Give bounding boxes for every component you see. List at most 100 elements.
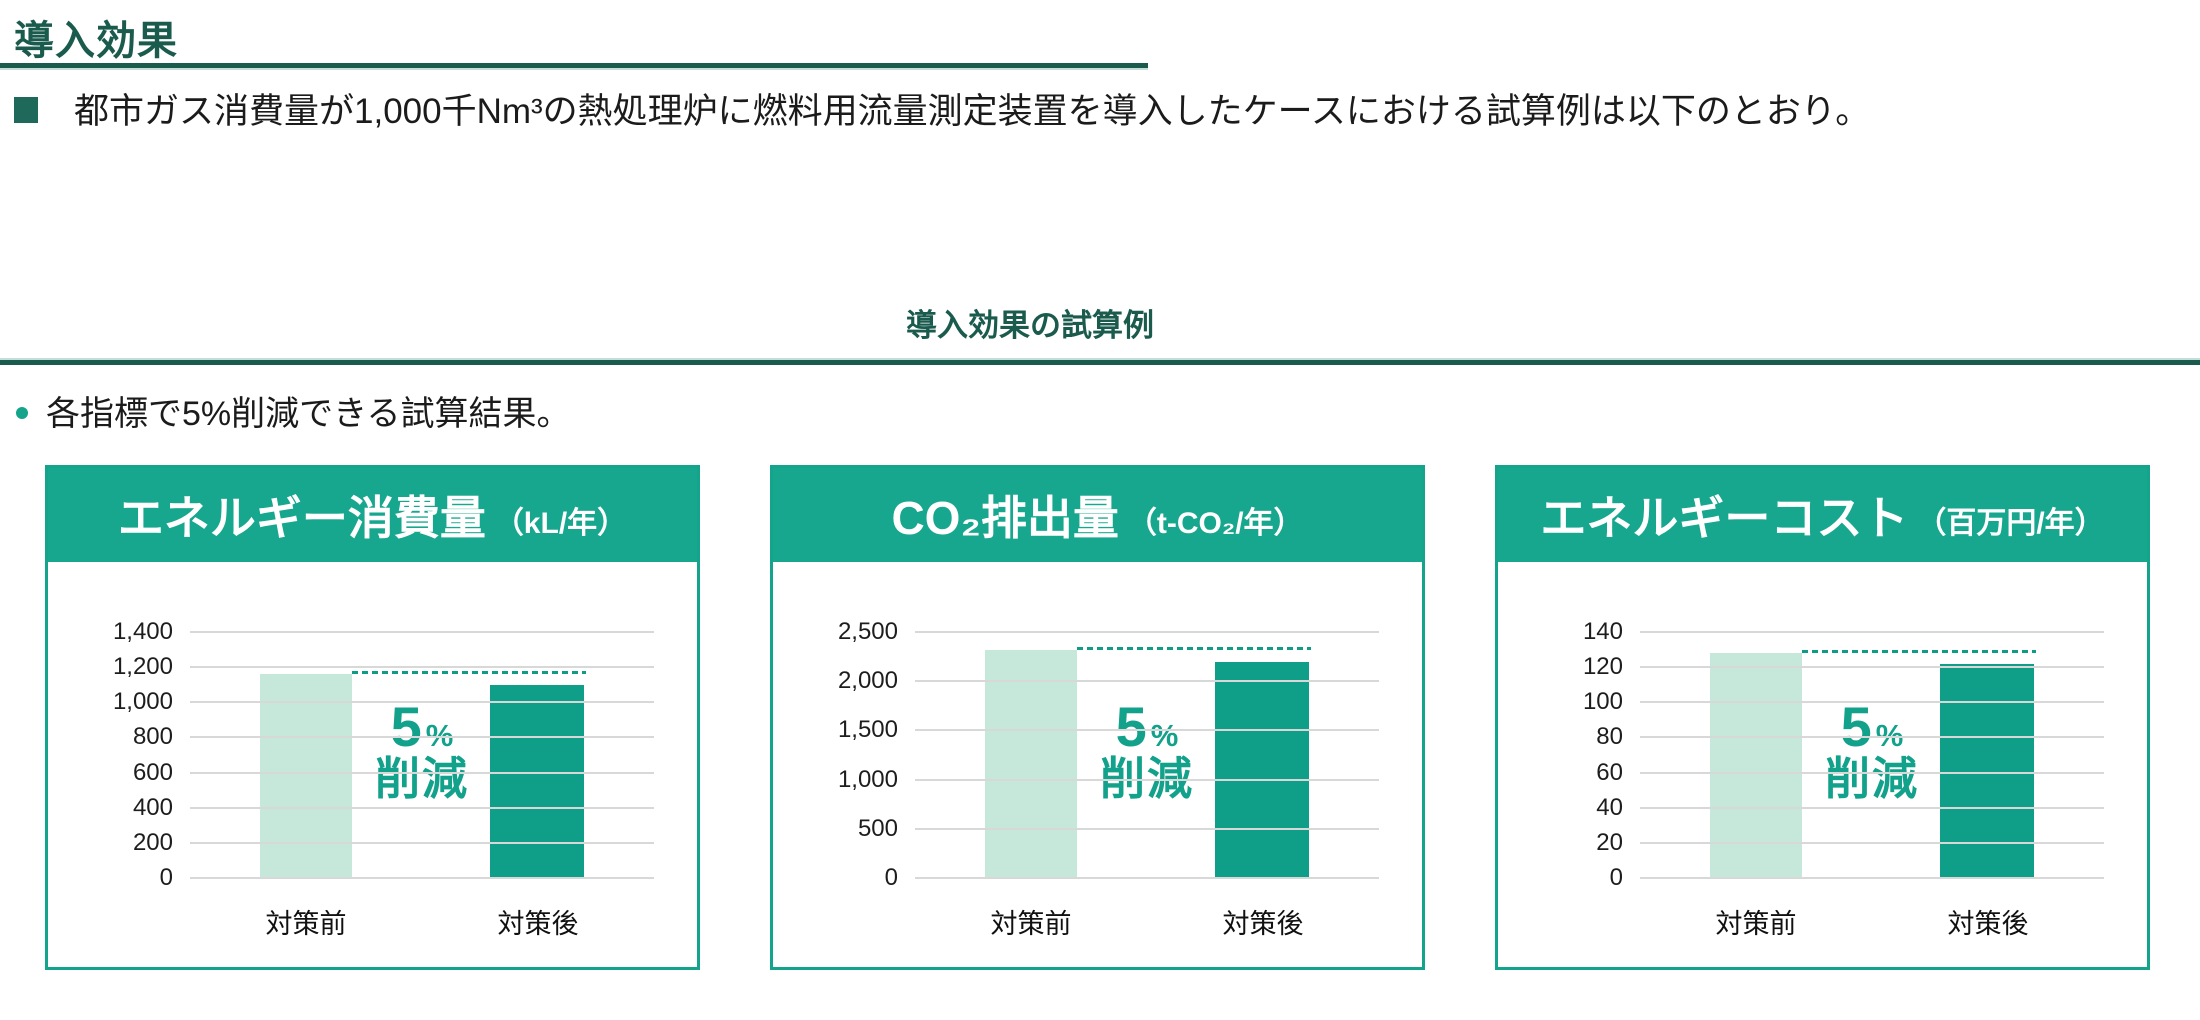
plot-area: 5% 削減 — [190, 631, 654, 879]
section-title: 導入効果の試算例 — [906, 308, 1154, 343]
bar-before — [1709, 653, 1803, 878]
reduction-percent-value: 5 — [390, 695, 422, 759]
gridline — [1640, 841, 2104, 844]
plot-area: 5% 削減 — [1640, 631, 2104, 879]
bar-before — [259, 674, 353, 878]
x-axis-labels: 対策前 対策後 — [915, 902, 1379, 939]
gridline — [915, 680, 1379, 683]
title-underline — [0, 63, 1148, 70]
gridline — [915, 827, 1379, 830]
gridline — [1640, 666, 2104, 669]
baseline-dashed-line — [1077, 646, 1311, 650]
x-label-after: 対策後 — [1222, 909, 1304, 939]
y-tick-label: 500 — [857, 814, 898, 842]
chart-card-header: エネルギー消費量 （kL/年） — [48, 468, 697, 562]
reduction-label: 削減 — [1099, 752, 1195, 804]
section-rule — [0, 358, 2200, 365]
gridline — [915, 778, 1379, 781]
y-axis: 0 200 400 600 800 1,000 1,200 1,400 — [48, 618, 173, 891]
chart-card-co2: CO₂排出量 （t-CO₂/年） 0 500 1,000 1,500 2,000 2,50… — [770, 465, 1425, 970]
gridline — [1640, 771, 2104, 774]
chart-unit: （t-CO₂/年） — [1126, 507, 1304, 540]
percent-sign: % — [425, 718, 454, 754]
y-axis: 0 500 1,000 1,500 2,000 2,500 — [773, 618, 898, 891]
reduction-annotation: 5% 削減 — [1825, 698, 1919, 801]
y-tick-label: 1,500 — [837, 716, 898, 744]
chart-body: 0 500 1,000 1,500 2,000 2,500 5% 削減 対策前 対策後 — [773, 562, 1422, 967]
baseline-dashed-line — [352, 671, 586, 675]
y-tick-label: 40 — [1596, 793, 1623, 821]
gridline — [1640, 806, 2104, 809]
y-tick-label: 120 — [1582, 653, 1623, 681]
note-bullet-row: 各指標で5%削減できる試算結果。 — [16, 386, 570, 435]
gridline — [1640, 736, 2104, 739]
chart-card-header: CO₂排出量 （t-CO₂/年） — [773, 468, 1422, 562]
gridline — [190, 631, 654, 633]
gridline — [190, 841, 654, 844]
reduction-label: 削減 — [1824, 752, 1920, 804]
y-tick-label: 1,400 — [112, 618, 173, 645]
cards-container: エネルギー消費量 （kL/年） 0 200 400 600 800 1,000 1,200 1… — [45, 465, 2150, 970]
x-label-before: 対策前 — [1715, 909, 1797, 939]
y-tick-label: 800 — [132, 723, 173, 751]
gridline — [190, 806, 654, 809]
y-tick-label: 100 — [1582, 688, 1623, 716]
chart-unit: （kL/年） — [493, 507, 628, 540]
gridline — [190, 877, 654, 879]
reduction-percent-value: 5 — [1115, 695, 1147, 759]
x-label-before: 対策前 — [990, 909, 1072, 939]
y-tick-label: 2,500 — [837, 618, 898, 645]
reduction-percent-value: 5 — [1840, 695, 1872, 759]
chart-title: エネルギー消費量 — [117, 492, 486, 544]
percent-sign: % — [1875, 718, 1904, 754]
plot-area: 5% 削減 — [915, 631, 1379, 879]
bar-after — [1215, 661, 1310, 878]
x-axis-labels: 対策前 対策後 — [190, 902, 654, 939]
gridline — [915, 631, 1379, 633]
gridline — [915, 729, 1379, 732]
y-tick-label: 0 — [159, 864, 173, 891]
reduction-label: 削減 — [374, 752, 470, 804]
percent-sign: % — [1150, 718, 1179, 754]
note-bullet-text: 各指標で5%削減できる試算結果。 — [46, 395, 571, 433]
y-tick-label: 600 — [132, 758, 173, 786]
y-tick-label: 140 — [1582, 618, 1623, 645]
baseline-dashed-line — [1802, 650, 2036, 654]
dot-bullet-icon — [16, 406, 28, 419]
intro-bullet-row: 都市ガス消費量が1,000千Nm³の熱処理炉に燃料用流量測定装置を導入したケース… — [14, 90, 2114, 134]
y-tick-label: 2,000 — [837, 667, 898, 695]
y-tick-label: 1,000 — [112, 688, 173, 716]
y-tick-label: 0 — [884, 864, 898, 891]
y-tick-label: 60 — [1596, 758, 1623, 786]
y-tick-label: 0 — [1609, 864, 1623, 891]
chart-card-header: エネルギーコスト （百万円/年） — [1498, 468, 2147, 562]
x-label-after: 対策後 — [1947, 909, 2029, 939]
gridline — [1640, 631, 2104, 633]
square-bullet-icon — [14, 97, 38, 123]
gridline — [915, 877, 1379, 879]
chart-body: 0 20 40 60 80 100 120 140 5% 削減 対策前 対策後 — [1498, 562, 2147, 967]
gridline — [190, 771, 654, 774]
chart-title: エネルギーコスト — [1540, 492, 1909, 544]
y-tick-label: 1,200 — [112, 653, 173, 681]
reduction-annotation: 5% 削減 — [1100, 698, 1194, 801]
bar-after — [490, 684, 585, 878]
y-tick-label: 20 — [1596, 828, 1623, 856]
gridline — [190, 701, 654, 704]
gridline — [1640, 877, 2104, 879]
chart-card-energy: エネルギー消費量 （kL/年） 0 200 400 600 800 1,000 1,200 1… — [45, 465, 700, 970]
chart-unit: （百万円/年） — [1916, 507, 2105, 540]
chart-title: CO₂排出量 — [891, 492, 1119, 544]
y-tick-label: 200 — [132, 828, 173, 856]
reduction-annotation: 5% 削減 — [375, 698, 469, 801]
gridline — [190, 736, 654, 739]
x-label-before: 対策前 — [265, 909, 347, 939]
intro-bullet-text: 都市ガス消費量が1,000千Nm³の熱処理炉に燃料用流量測定装置を導入したケース… — [74, 92, 1871, 131]
gridline — [1640, 701, 2104, 704]
y-tick-label: 1,000 — [837, 765, 898, 793]
chart-card-cost: エネルギーコスト （百万円/年） 0 20 40 60 80 100 120 140 5% 削… — [1495, 465, 2150, 970]
gridline — [190, 666, 654, 669]
chart-body: 0 200 400 600 800 1,000 1,200 1,400 5% 削減 対策前 対… — [48, 562, 697, 967]
bar-before — [984, 649, 1078, 878]
x-axis-labels: 対策前 対策後 — [1640, 902, 2104, 939]
